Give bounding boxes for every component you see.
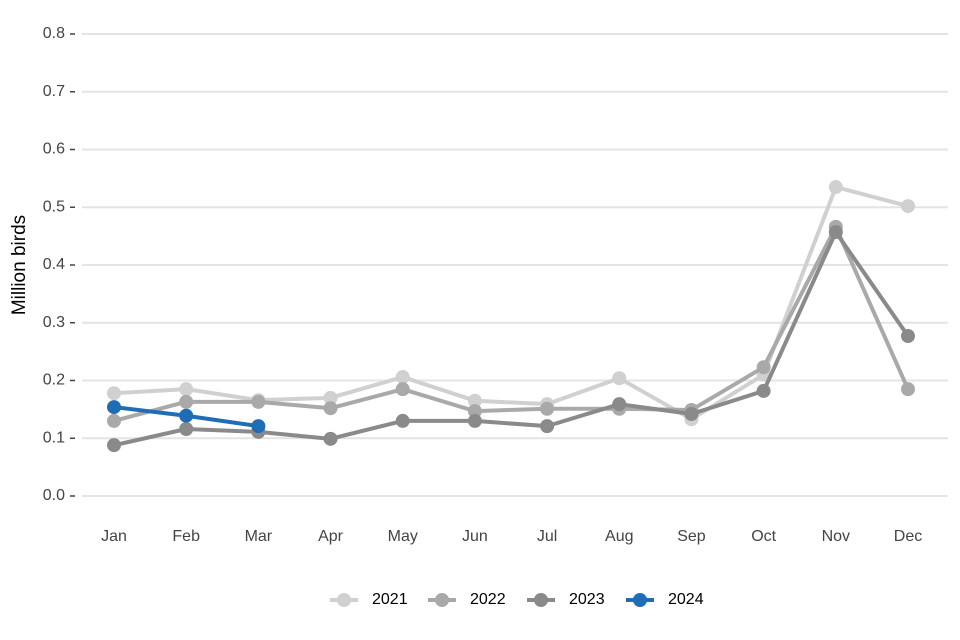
point xyxy=(395,413,410,428)
x-tick-label: Jul xyxy=(537,528,557,545)
point xyxy=(251,419,266,434)
legend-label: 2021 xyxy=(372,591,408,608)
point xyxy=(251,394,266,409)
legend-swatch xyxy=(337,593,351,607)
y-axis-label: Million birds xyxy=(9,215,30,315)
x-tick-label: Oct xyxy=(751,528,776,545)
y-tick-label: 0.3 xyxy=(43,314,65,331)
point xyxy=(323,431,338,446)
point xyxy=(323,401,338,416)
y-tick-label: 0.0 xyxy=(43,487,65,504)
y-tick-label: 0.1 xyxy=(43,429,65,446)
x-tick-label: Sep xyxy=(677,528,706,545)
legend-label: 2022 xyxy=(470,591,506,608)
y-tick-label: 0.6 xyxy=(43,141,65,158)
line xyxy=(113,185,909,422)
y-tick-label: 0.2 xyxy=(43,372,65,389)
legend-item: 2024 xyxy=(626,591,704,608)
point xyxy=(179,382,194,397)
x-tick-label: Feb xyxy=(172,528,200,545)
point xyxy=(684,406,699,421)
point xyxy=(467,413,482,428)
series xyxy=(107,180,915,427)
point xyxy=(901,329,915,344)
x-tick-label: Apr xyxy=(318,528,344,545)
point xyxy=(467,404,482,419)
series xyxy=(107,225,915,453)
x-tick-label: Nov xyxy=(822,528,850,545)
legend-item: 2022 xyxy=(428,591,506,608)
point xyxy=(612,397,627,412)
point xyxy=(179,408,194,423)
point xyxy=(107,400,121,415)
x-tick-label: May xyxy=(388,528,418,545)
point xyxy=(323,390,338,405)
y-tick-label: 0.7 xyxy=(43,83,65,100)
point xyxy=(395,382,410,397)
point xyxy=(756,360,771,375)
point xyxy=(828,225,843,240)
point xyxy=(828,180,843,195)
y-tick-label: 0.4 xyxy=(43,256,65,273)
point xyxy=(107,438,121,453)
series xyxy=(107,400,266,434)
legend-label: 2024 xyxy=(668,591,704,608)
legend-label: 2023 xyxy=(569,591,605,608)
point xyxy=(540,419,555,434)
point xyxy=(467,393,482,408)
point xyxy=(107,386,121,401)
legend-item: 2021 xyxy=(330,591,408,608)
point xyxy=(901,199,915,214)
line xyxy=(113,224,910,423)
point xyxy=(107,413,121,428)
x-tick-label: Mar xyxy=(245,528,273,545)
x-tick-label: Dec xyxy=(894,528,922,545)
x-tick-label: Jun xyxy=(462,528,488,545)
y-tick-label: 0.8 xyxy=(43,25,65,42)
legend-item: 2023 xyxy=(527,591,605,608)
y-tick-label: 0.5 xyxy=(43,198,65,215)
legend-swatch xyxy=(435,593,449,607)
legend-swatch xyxy=(633,593,647,607)
point xyxy=(395,370,410,385)
point xyxy=(612,371,627,386)
x-tick-label: Jan xyxy=(101,528,127,545)
line xyxy=(113,230,910,448)
point xyxy=(179,394,194,409)
point xyxy=(179,422,194,437)
point xyxy=(540,401,555,416)
point xyxy=(901,382,915,397)
x-tick-label: Aug xyxy=(605,528,633,545)
point xyxy=(756,383,771,398)
legend-swatch xyxy=(534,593,548,607)
